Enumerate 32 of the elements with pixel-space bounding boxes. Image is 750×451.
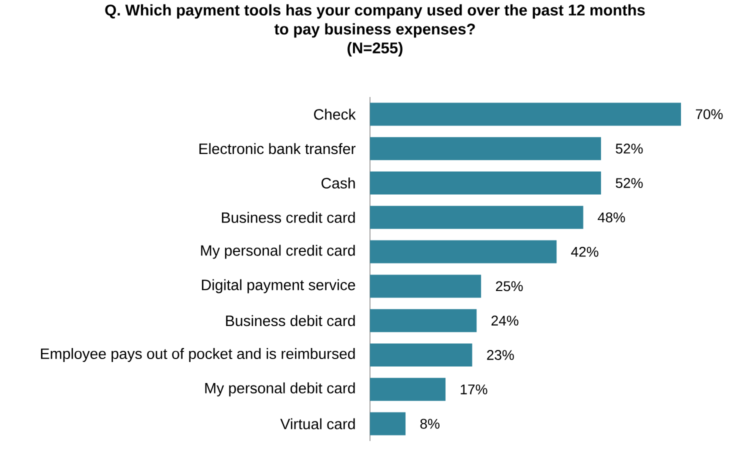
data-label: 24% [492,316,518,326]
y-tick-label: Electronic bank transfer [199,143,356,154]
y-tick-label: My personal debit card [205,382,355,396]
data-label: 42% [571,246,598,257]
bar [370,206,584,229]
data-label: 70% [696,109,723,120]
bar [370,240,557,264]
y-tick-label: Virtual card [280,418,355,430]
bar [370,412,406,436]
y-tick-label: Cash [322,178,355,189]
data-label: 52% [616,144,643,154]
bar [370,344,472,367]
y-tick-label: Check [314,108,356,120]
bar [370,102,681,126]
y-tick-label: Business debit card [226,315,355,326]
bar [370,309,477,332]
y-tick-label: Digital payment service [202,279,356,294]
data-label: 23% [487,350,514,360]
data-label: 48% [598,212,625,222]
data-label: 25% [496,281,523,292]
y-tick-label: Business credit card [222,212,355,223]
bar [370,137,602,160]
data-label: 17% [460,384,488,394]
chart-subtitle: (N=255) [348,42,402,56]
data-label: 8% [420,418,440,429]
data-label: 52% [616,178,643,188]
y-tick-label: My personal credit card [201,244,355,259]
bar [370,172,602,195]
bar [370,378,446,401]
chart-title: Q. Which payment tools has your company used over the past 12 months to pay business expenses? [105,4,645,38]
y-tick-label: Employee pays out of pocket and is reimbursed [41,348,355,362]
bar [370,274,482,298]
